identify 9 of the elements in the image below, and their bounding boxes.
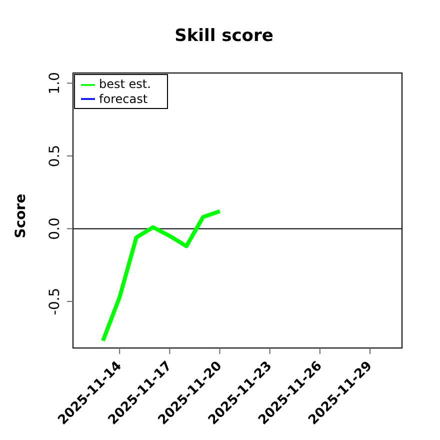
y-tick-label: -0.5 <box>47 288 63 316</box>
legend-label: best est. <box>99 77 151 91</box>
line-series <box>100 209 222 343</box>
y-tick-label: 0.0 <box>47 218 63 240</box>
chart-title: Skill score <box>174 26 274 46</box>
y-axis-title: Score <box>13 192 29 240</box>
y-tick-label: 0.5 <box>47 144 63 168</box>
legend-label: forecast <box>99 92 148 106</box>
y-tick-label: 1.0 <box>47 72 63 94</box>
